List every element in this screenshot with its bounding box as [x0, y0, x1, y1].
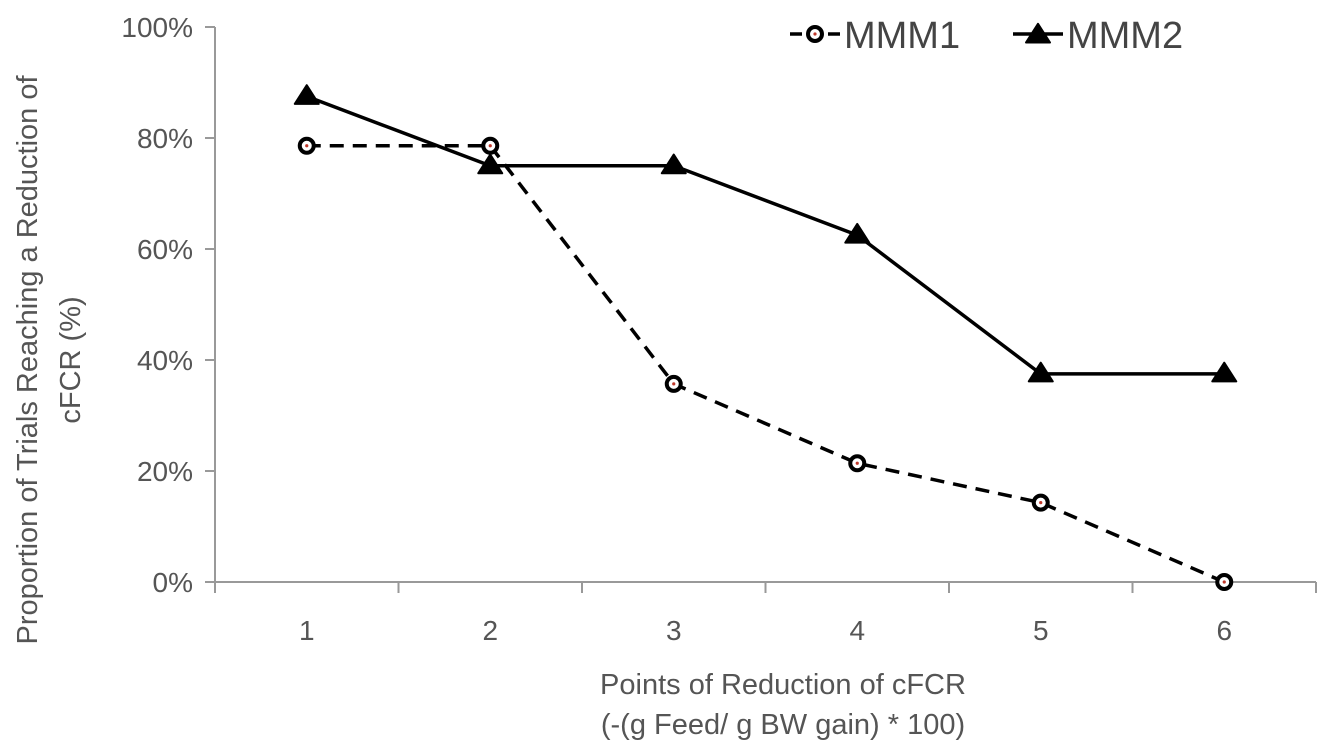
y-axis-title-line-1: Proportion of Trials Reaching a Reductio… — [12, 75, 44, 645]
y-tick-label: 100% — [121, 12, 193, 43]
y-tick-label: 0% — [153, 567, 193, 598]
series-layer — [293, 84, 1238, 591]
y-axis-title-line-2: cFCR (%) — [55, 296, 87, 423]
x-axis-title-line-1: Points of Reduction of cFCR — [600, 669, 966, 701]
y-axis-title: Proportion of Trials Reaching a Reductio… — [12, 75, 87, 645]
y-tick-label: 40% — [137, 345, 193, 376]
point-mmm2 — [844, 222, 871, 244]
legend-item-mmm2: MMM2 — [1013, 15, 1183, 57]
x-tick-label: 1 — [299, 615, 315, 646]
point-center-mmm1 — [855, 461, 859, 465]
x-axis-title-line-2: (-(g Feed/ g BW gain) * 100) — [601, 709, 965, 741]
x-axis-title: Points of Reduction of cFCR (-(g Feed/ g… — [600, 669, 966, 741]
legend-item-mmm1: MMM1 — [790, 15, 960, 57]
legend-label-mmm2: MMM2 — [1067, 15, 1183, 57]
point-mmm2 — [477, 153, 504, 175]
x-tick-label: 5 — [1033, 615, 1049, 646]
point-mmm2 — [1211, 361, 1238, 383]
point-center-mmm1 — [305, 144, 309, 148]
point-center-mmm1 — [1222, 580, 1226, 584]
point-center-mmm1 — [488, 144, 492, 148]
legend: MMM1 MMM2 — [790, 15, 1183, 57]
legend-label-mmm1: MMM1 — [844, 15, 960, 57]
point-center-mmm1 — [1039, 501, 1043, 505]
axes — [214, 27, 1316, 583]
legend-marker-dot-mmm1 — [813, 32, 817, 36]
point-mmm2 — [293, 84, 320, 105]
y-ticks: 0% 20% 40% 60% 80% 100% — [121, 12, 215, 598]
series-line-mmm2 — [306, 94, 1225, 376]
y-tick-label: 60% — [137, 234, 193, 265]
legend-marker-mmm2 — [1025, 22, 1051, 44]
point-center-mmm1 — [672, 382, 676, 386]
series-line-mmm1 — [306, 144, 1225, 584]
y-tick-label: 80% — [137, 123, 193, 154]
y-tick-label: 20% — [137, 456, 193, 487]
x-tick-label: 3 — [666, 615, 682, 646]
point-mmm2 — [1027, 361, 1054, 383]
x-tick-label: 6 — [1216, 615, 1232, 646]
x-ticks: 1 2 3 4 5 6 — [214, 582, 1317, 646]
x-tick-label: 4 — [849, 615, 865, 646]
point-mmm2 — [660, 153, 687, 175]
x-tick-label: 2 — [482, 615, 498, 646]
